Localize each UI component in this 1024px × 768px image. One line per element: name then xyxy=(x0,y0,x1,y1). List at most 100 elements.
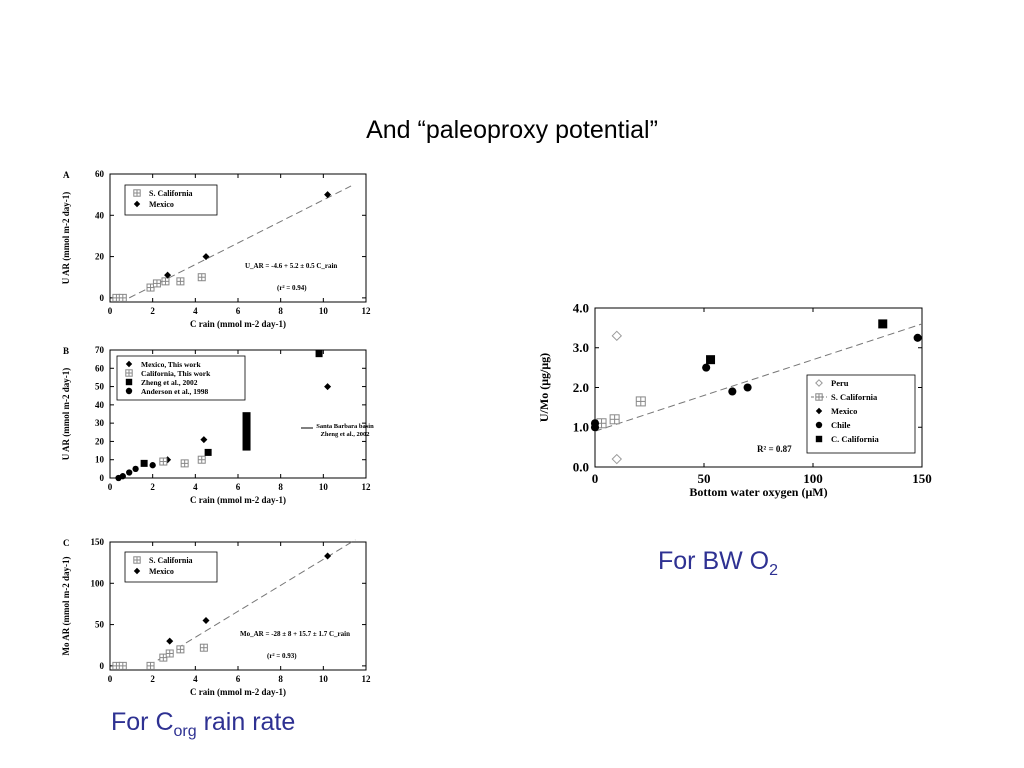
legend-marker xyxy=(815,379,823,387)
data-point xyxy=(315,350,323,358)
x-tick-label: 0 xyxy=(108,306,113,316)
caption-corg-rain-rate: For Corg rain rate xyxy=(111,708,295,741)
y-tick-label: 60 xyxy=(95,169,105,179)
fit-line xyxy=(594,323,923,432)
data-point xyxy=(202,616,210,624)
annotation: Mo_AR = -28 ± 8 + 15.7 ± 1.7 C_rain xyxy=(240,630,350,638)
data-point xyxy=(161,277,170,286)
legend-marker xyxy=(133,189,141,197)
legend-marker xyxy=(815,435,823,443)
legend-entry: Mexico, This work xyxy=(141,360,201,369)
x-tick-label: 10 xyxy=(319,482,329,492)
y-tick-label: 70 xyxy=(95,345,105,355)
data-point xyxy=(200,436,208,444)
y-tick-label: 4.0 xyxy=(573,300,589,315)
legend-entry: C. California xyxy=(831,434,879,444)
range-bar xyxy=(242,412,251,451)
caption-bw-sub: 2 xyxy=(769,562,779,579)
data-point xyxy=(202,253,210,261)
legend-marker xyxy=(815,421,823,429)
data-point xyxy=(611,453,623,465)
y-axis-label: U AR (mmol m-2 day-1) xyxy=(61,368,71,461)
y-axis-label: Mo AR (mmol m-2 day-1) xyxy=(61,557,71,656)
y-tick-label: 50 xyxy=(95,620,105,630)
y-tick-label: 1.0 xyxy=(573,420,589,435)
caption-corg-rest: rain rate xyxy=(196,708,296,736)
data-point xyxy=(176,645,185,654)
legend-box xyxy=(806,374,916,454)
data-point xyxy=(590,419,600,428)
caption-bw-o2: For BW O2 xyxy=(658,547,778,580)
legend-marker xyxy=(815,407,823,415)
y-tick-label: 40 xyxy=(95,400,105,410)
x-tick-label: 0 xyxy=(108,674,113,684)
data-point xyxy=(609,414,620,425)
legend-entry: California, This work xyxy=(141,369,211,378)
y-tick-label: 3.0 xyxy=(573,340,589,355)
y-tick-label: 50 xyxy=(95,382,105,392)
x-tick-label: 8 xyxy=(278,306,283,316)
chart-panel-b: 0 2 4 6 8 10 12 0 10 20 30 40 50 60 70 B C rain (mmol m-… xyxy=(61,345,374,505)
data-point xyxy=(180,459,189,468)
x-tick-label: 12 xyxy=(362,306,372,316)
chart-bw-oxygen: 0 50 100 150 0.0 1.0 2.0 3.0 4.0 Bottom water oxy… xyxy=(537,300,932,499)
panel-label: A xyxy=(63,170,70,180)
legend-entry: Mexico xyxy=(831,406,857,416)
x-tick-label: 12 xyxy=(362,674,372,684)
data-point xyxy=(132,465,139,473)
x-axis-label: C rain (mmol m-2 day-1) xyxy=(190,319,286,329)
data-point xyxy=(878,319,888,329)
data-point xyxy=(197,455,206,464)
legend-marker xyxy=(125,387,133,395)
y-tick-label: 60 xyxy=(95,363,105,373)
x-axis-label: C rain (mmol m-2 day-1) xyxy=(190,687,286,697)
caption-bw-text: For BW O xyxy=(658,547,770,575)
x-tick-label: 100 xyxy=(803,471,823,486)
fit-line xyxy=(128,185,352,299)
data-point xyxy=(204,448,212,456)
data-point xyxy=(728,387,737,396)
legend-marker xyxy=(125,378,133,386)
data-point xyxy=(324,383,332,391)
y-tick-label: 20 xyxy=(95,436,105,446)
y-tick-label: 0 xyxy=(100,473,105,483)
data-point xyxy=(324,552,332,560)
legend-entry: Anderson et al., 1998 xyxy=(141,387,209,396)
y-tick-label: 150 xyxy=(91,537,105,547)
legend-marker xyxy=(133,567,141,575)
data-point xyxy=(176,277,185,286)
data-point xyxy=(324,191,332,199)
x-tick-label: 8 xyxy=(278,482,283,492)
y-tick-label: 30 xyxy=(95,418,105,428)
data-point xyxy=(149,462,156,469)
data-point xyxy=(159,653,168,662)
data-point xyxy=(126,469,133,476)
y-tick-label: 0.0 xyxy=(573,459,589,474)
x-tick-label: 2 xyxy=(150,674,155,684)
data-point xyxy=(118,661,127,670)
x-tick-label: 6 xyxy=(236,306,241,316)
legend-box xyxy=(116,355,246,401)
x-tick-label: 10 xyxy=(319,674,329,684)
y-tick-label: 0 xyxy=(100,293,105,303)
x-tick-label: 12 xyxy=(362,482,372,492)
data-point xyxy=(166,637,174,645)
x-tick-label: 0 xyxy=(592,471,599,486)
data-point xyxy=(146,283,155,292)
x-tick-label: 0 xyxy=(108,482,113,492)
x-tick-label: 2 xyxy=(150,306,155,316)
x-tick-label: 150 xyxy=(912,471,932,486)
x-tick-label: 6 xyxy=(236,482,241,492)
data-point xyxy=(140,459,148,467)
fit-line xyxy=(148,539,356,667)
data-point xyxy=(119,473,126,480)
x-tick-label: 4 xyxy=(193,306,198,316)
legend-entry: S. California xyxy=(149,556,193,565)
annotation: Zheng et al., 2002 xyxy=(321,431,370,438)
data-point xyxy=(146,661,155,670)
legend-entry: S. California xyxy=(149,189,193,198)
y-tick-label: 20 xyxy=(95,252,105,262)
legend-marker xyxy=(133,556,141,564)
slide-title: And “paleoproxy potential” xyxy=(366,116,658,144)
y-tick-label: 2.0 xyxy=(573,380,589,395)
